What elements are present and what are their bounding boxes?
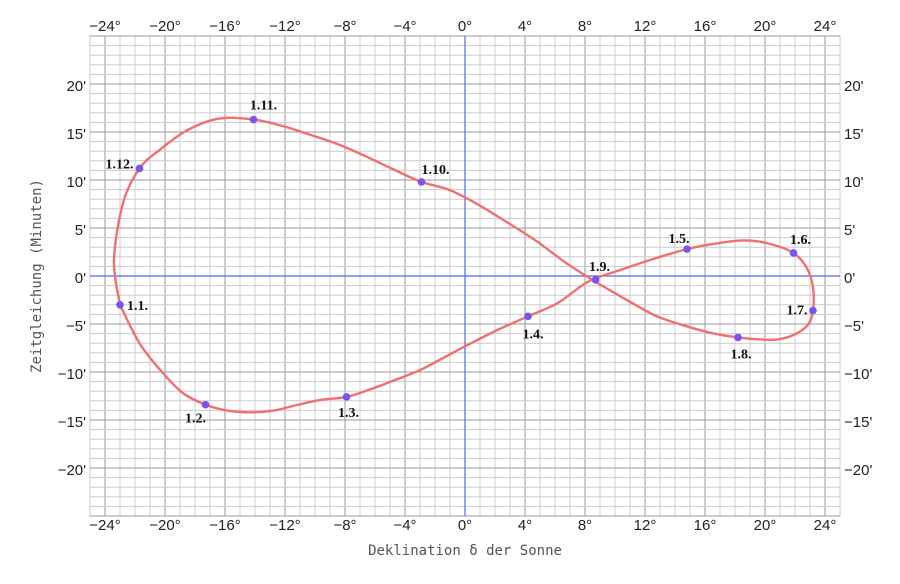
date-point — [734, 333, 742, 342]
date-point — [789, 249, 798, 257]
x-tick-label-top: 16° — [694, 18, 717, 35]
x-tick-label-bottom: −24° — [89, 517, 120, 534]
y-tick-label-right: 5' — [844, 222, 855, 239]
x-axis-title: Deklination δ der Sonne — [368, 543, 562, 559]
x-tick-label-bottom: 4° — [518, 517, 532, 534]
x-tick-label-top: −4° — [393, 18, 416, 35]
date-label: 1.8. — [731, 347, 752, 362]
date-point — [135, 164, 144, 173]
x-tick-label-top: 20° — [754, 18, 777, 35]
date-label: 1.10. — [422, 163, 450, 178]
y-tick-label-right: 0' — [844, 270, 855, 287]
x-tick-label-bottom: 16° — [694, 517, 717, 534]
date-point — [524, 312, 532, 321]
y-tick-label-right: 15' — [844, 126, 864, 143]
y-tick-label-right: −5' — [844, 318, 864, 335]
date-label: 1.2. — [185, 412, 206, 427]
x-tick-label-top: −24° — [89, 18, 120, 35]
date-point — [683, 245, 691, 253]
x-tick-label-top: −12° — [269, 18, 300, 35]
date-label: 1.12. — [106, 157, 134, 172]
date-point — [417, 178, 426, 186]
ticks-layer: −24° −24° −20° −20° −16° −16° −12° −12° −8° −8° −4… — [58, 18, 873, 534]
date-label: 1.7. — [787, 304, 808, 319]
y-tick-label-right: −10' — [844, 366, 872, 383]
date-label: 1.4. — [523, 327, 544, 342]
date-point — [249, 115, 258, 124]
x-tick-label-bottom: 8° — [578, 517, 592, 534]
x-tick-label-bottom: 20° — [754, 517, 777, 534]
y-tick-label-left: −15' — [58, 414, 86, 431]
y-tick-label-right: 10' — [844, 174, 864, 191]
x-tick-label-bottom: 24° — [814, 517, 837, 534]
y-tick-label-left: −20' — [58, 462, 86, 479]
x-tick-label-bottom: −12° — [269, 517, 300, 534]
y-tick-label-right: 20' — [844, 78, 864, 95]
x-tick-label-top: 4° — [518, 18, 532, 35]
date-label: 1.1. — [127, 299, 148, 314]
x-tick-label-top: 8° — [578, 18, 592, 35]
y-tick-label-left: −10' — [58, 366, 86, 383]
x-tick-label-bottom: −4° — [393, 517, 416, 534]
y-tick-label-left: 5' — [75, 222, 86, 239]
date-point — [342, 393, 351, 401]
date-point — [116, 301, 124, 309]
y-tick-label-left: −5' — [66, 318, 86, 335]
date-point — [809, 306, 817, 315]
date-label: 1.5. — [669, 232, 690, 247]
x-tick-label-top: −20° — [149, 18, 180, 35]
date-point — [591, 276, 600, 284]
y-axis-title: Zeitgleichung (Minuten) — [29, 179, 45, 373]
points-layer: 1.1. 1.2. 1.3. 1.4. 1.5. 1.6. 1.7. 1.8. 1.9. 1.10… — [106, 99, 817, 427]
y-tick-label-left: 0' — [75, 270, 86, 287]
x-tick-label-bottom: −8° — [333, 517, 356, 534]
y-tick-label-left: 10' — [66, 174, 86, 191]
x-tick-label-bottom: 0° — [458, 517, 472, 534]
y-tick-label-right: −15' — [844, 414, 872, 431]
y-tick-label-left: 15' — [66, 126, 86, 143]
x-tick-label-bottom: 12° — [634, 517, 657, 534]
x-tick-label-top: 24° — [814, 18, 837, 35]
date-label: 1.3. — [338, 406, 359, 421]
date-label: 1.9. — [589, 260, 610, 275]
date-point — [201, 400, 210, 409]
x-tick-label-top: −8° — [333, 18, 356, 35]
y-tick-label-left: 20' — [66, 78, 86, 95]
x-tick-label-bottom: −16° — [209, 517, 240, 534]
x-tick-label-top: 12° — [634, 18, 657, 35]
x-tick-label-top: 0° — [458, 18, 472, 35]
zero-axes — [90, 36, 840, 516]
x-tick-label-bottom: −20° — [149, 517, 180, 534]
date-label: 1.6. — [790, 233, 811, 248]
x-tick-label-top: −16° — [209, 18, 240, 35]
y-tick-label-right: −20' — [844, 462, 872, 479]
date-label: 1.11. — [250, 99, 277, 114]
